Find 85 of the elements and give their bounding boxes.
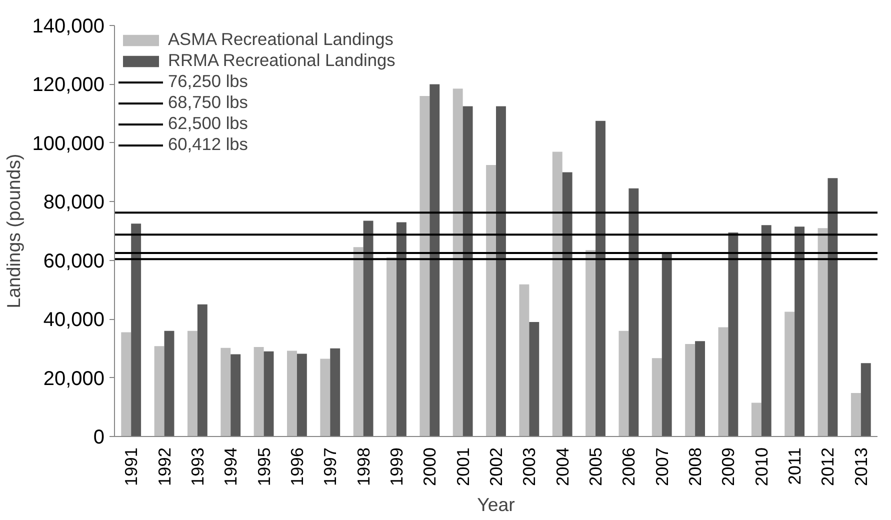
bar [695, 341, 705, 436]
x-tick-label: 2007 [652, 447, 672, 486]
bar [462, 106, 473, 436]
y-axis-title: Landings (pounds) [3, 154, 24, 308]
bar [618, 330, 629, 436]
bar [562, 172, 572, 436]
x-tick-label: 2002 [486, 447, 506, 486]
bar [818, 228, 828, 436]
bar [230, 354, 241, 436]
bar [164, 330, 174, 436]
legend-label: ASMA Recreational Landings [168, 29, 394, 50]
bar [363, 220, 374, 436]
x-tick-label: 2009 [718, 447, 738, 486]
bar [430, 84, 440, 436]
legend-label: 68,750 lbs [168, 92, 248, 113]
bar [784, 312, 795, 436]
y-tick-label: 20,000 [43, 368, 104, 390]
x-tick-label: 2008 [685, 447, 706, 486]
bar [628, 188, 639, 436]
x-tick-label: 2010 [751, 447, 772, 486]
bar [121, 332, 132, 436]
y-tick-label: 80,000 [43, 192, 104, 214]
bar [386, 257, 396, 436]
bar [828, 178, 838, 436]
bar [254, 346, 264, 436]
y-tick-label: 40,000 [43, 309, 104, 332]
x-tick-label: 2011 [784, 447, 805, 485]
bar [420, 96, 430, 436]
legend-label: 76,250 lbs [168, 71, 248, 92]
legend-label: RRMA Recreational Landings [168, 50, 396, 71]
bar [496, 106, 506, 436]
legend-label: 62,500 lbs [168, 113, 248, 134]
x-tick-label: 1993 [187, 447, 208, 486]
bar [860, 363, 871, 436]
x-tick-label: 1997 [320, 447, 340, 486]
bar [552, 152, 562, 436]
bar [154, 346, 164, 436]
bar [718, 327, 728, 436]
x-tick-label: 2000 [420, 447, 440, 486]
bar [353, 247, 364, 436]
x-tick-label: 2005 [586, 447, 606, 486]
bar [751, 402, 762, 436]
bar [850, 393, 861, 436]
bar [296, 354, 307, 436]
bar [662, 253, 672, 436]
x-tick-label: 2013 [850, 447, 871, 486]
bar [486, 164, 496, 436]
y-tick-label: 120,000 [32, 74, 104, 96]
x-axis-title: Year [477, 494, 515, 516]
bar [197, 304, 208, 436]
x-tick-label: 1998 [353, 447, 374, 486]
bar [220, 348, 231, 436]
y-tick-label: 60,000 [43, 250, 104, 272]
bar [396, 222, 406, 436]
bar [794, 226, 805, 436]
y-tick-label: 0 [93, 426, 104, 448]
x-tick-label: 2012 [818, 447, 838, 486]
bar [287, 350, 297, 436]
x-tick-label: 2001 [452, 447, 473, 486]
x-tick-label: 1991 [121, 447, 142, 486]
bar [761, 225, 772, 436]
bar [452, 88, 463, 436]
bar [519, 284, 530, 436]
bar [264, 351, 274, 436]
bar [652, 358, 662, 436]
bar [529, 322, 540, 436]
x-tick-label: 1994 [220, 447, 241, 486]
x-tick-label: 1999 [386, 447, 406, 486]
x-tick-label: 2006 [618, 447, 639, 486]
x-tick-label: 1992 [154, 447, 174, 486]
bar [728, 232, 738, 436]
bar [187, 330, 198, 436]
bar [685, 344, 696, 436]
legend-label: 60,412 lbs [168, 134, 248, 155]
bar [586, 250, 596, 436]
bar [330, 348, 340, 436]
x-tick-label: 1995 [254, 447, 274, 486]
x-tick-label: 2004 [552, 447, 572, 486]
x-tick-label: 1996 [286, 447, 307, 486]
bar [320, 358, 330, 436]
y-tick-label: 100,000 [32, 132, 104, 155]
bar [131, 224, 142, 436]
x-tick-label: 2003 [519, 447, 540, 486]
bar [596, 120, 606, 436]
y-tick-label: 140,000 [32, 16, 104, 38]
